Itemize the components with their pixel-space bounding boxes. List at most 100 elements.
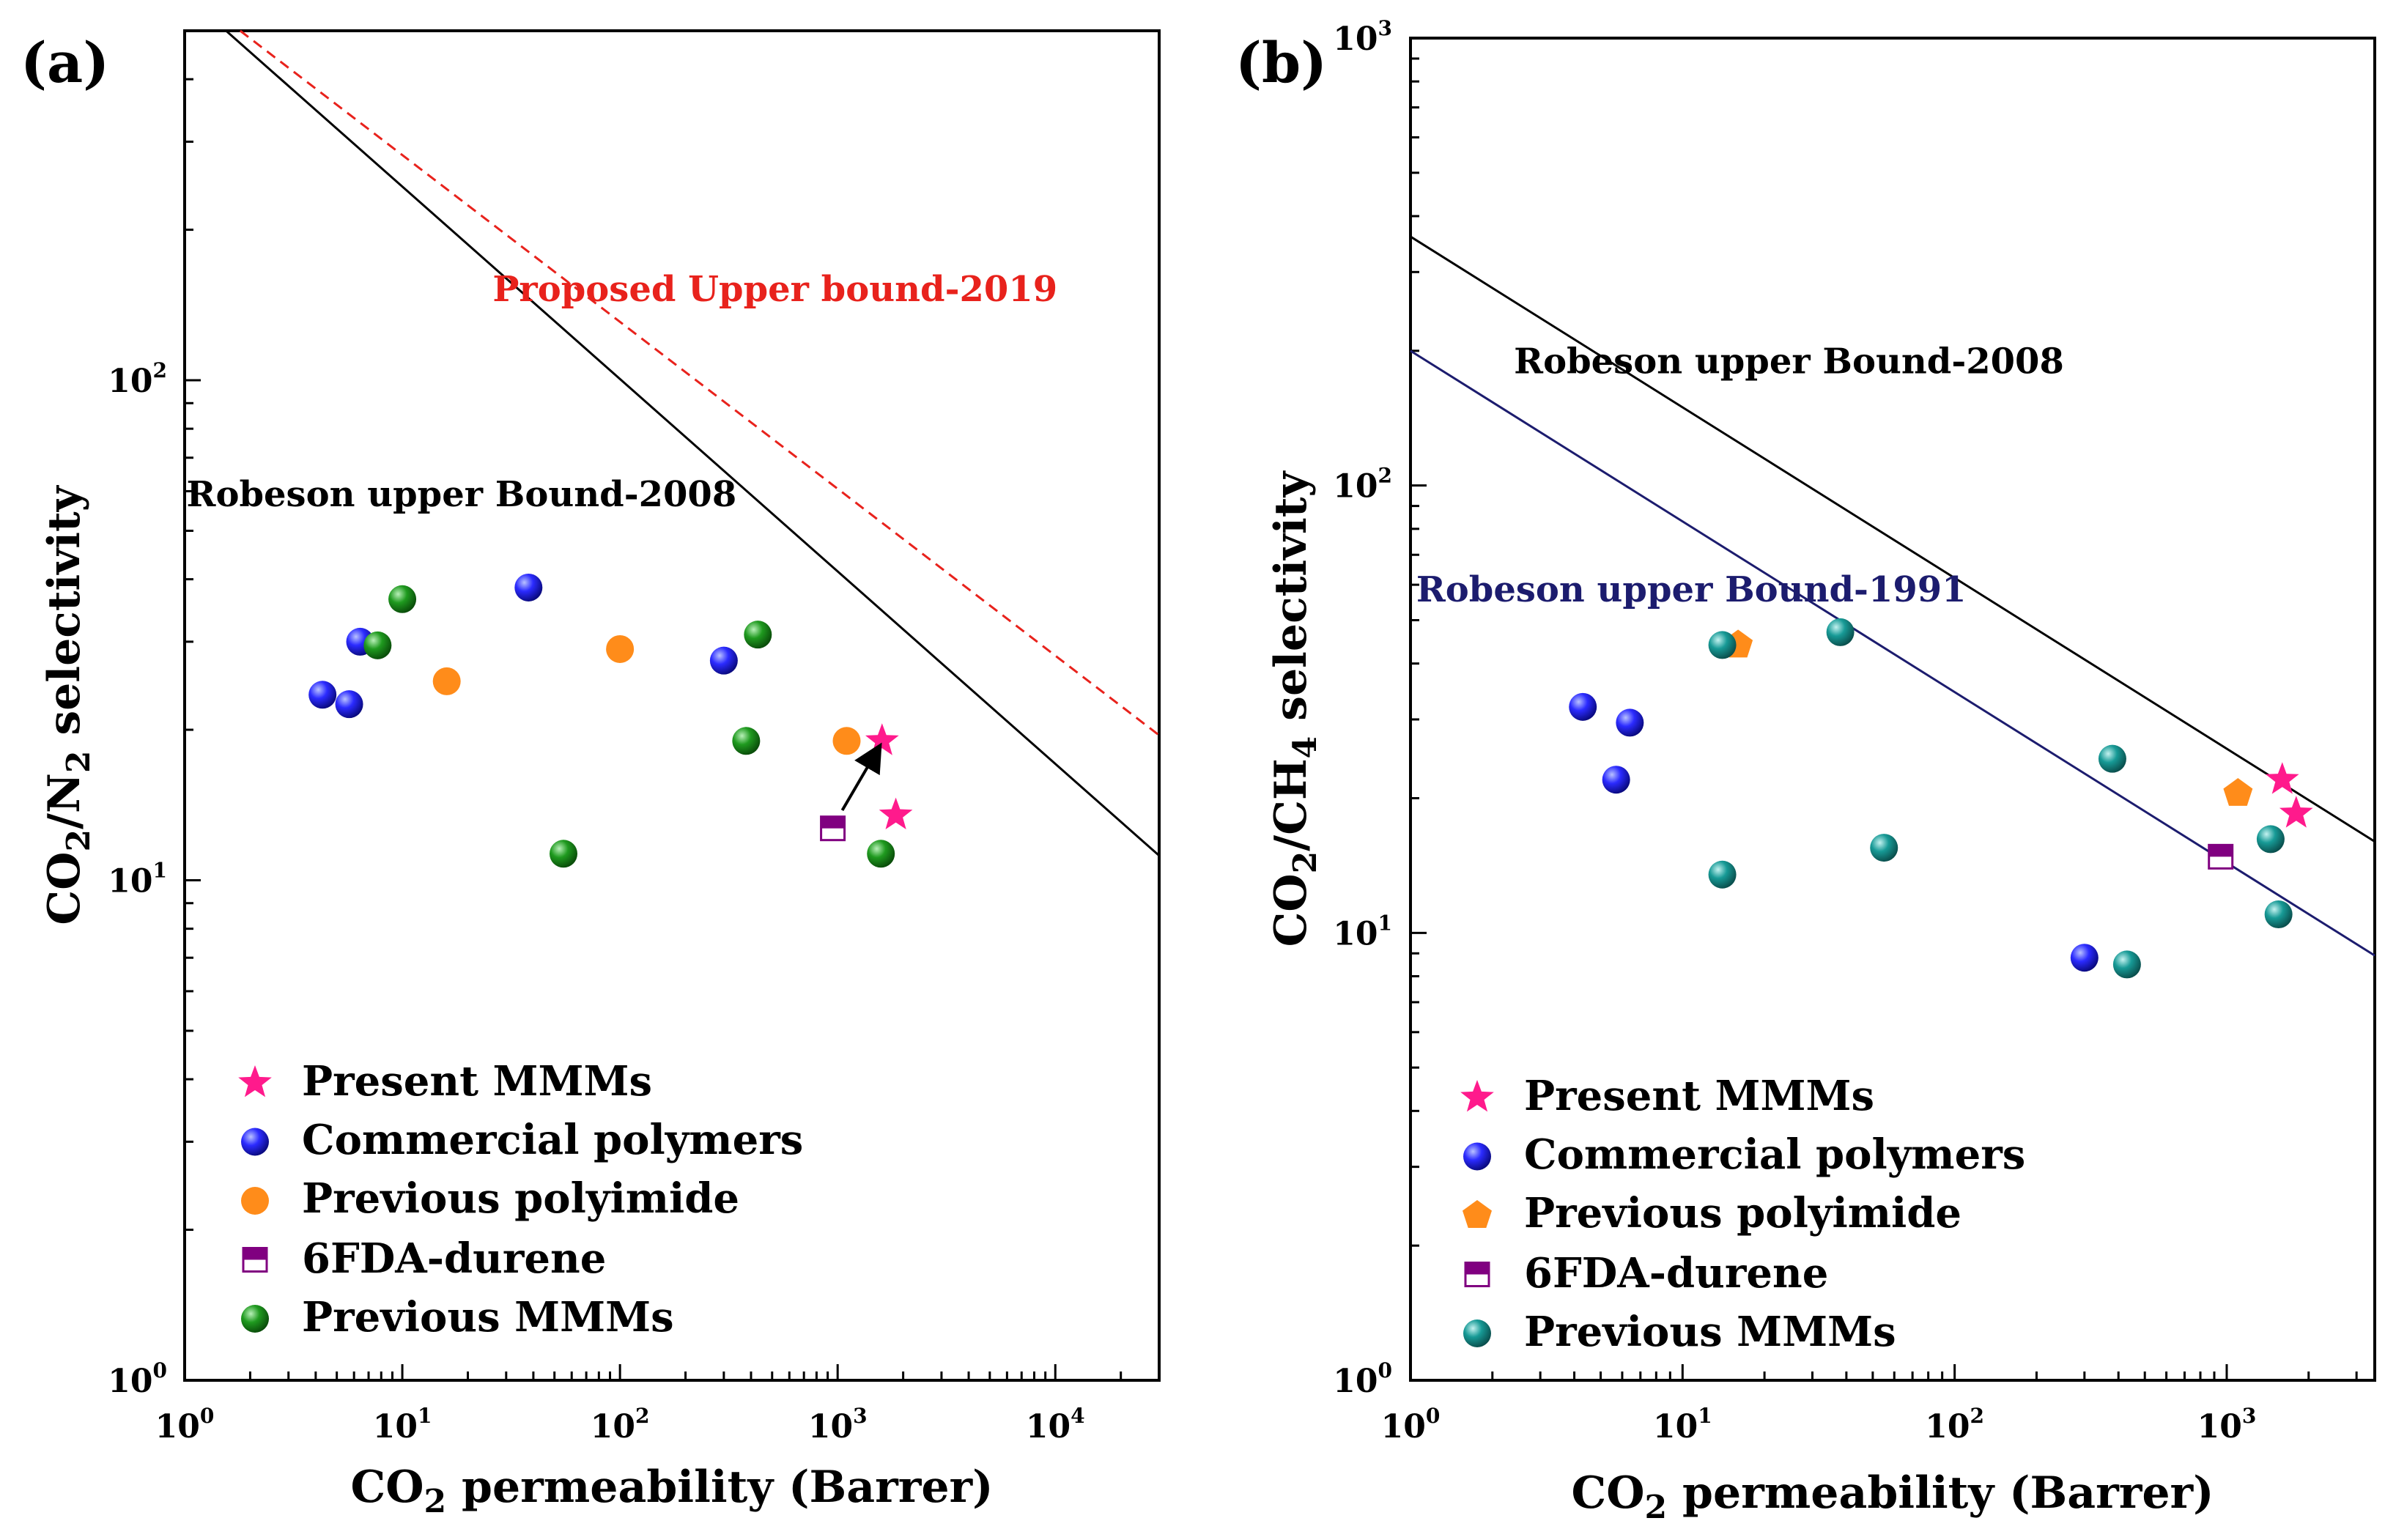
a-legend-marker-previous-polyimide	[241, 1187, 269, 1215]
panel-label-a: (a)	[21, 30, 109, 95]
a-line-label-proposed-2019: Proposed Upper bound-2019	[492, 269, 1057, 310]
b-point-previous-mmms-5	[2112, 950, 2141, 979]
b-point-previous-mmms-2	[1826, 618, 1855, 646]
a-legend-label-commercial-polymers: Commercial polymers	[302, 1116, 803, 1164]
b-y-tick-label-0: 100	[1333, 1358, 1392, 1400]
b-legend-marker-previous-polyimide	[1463, 1200, 1492, 1228]
plot-frame-b	[1409, 37, 2376, 1382]
b-point-commercial-polymers-3	[2070, 944, 2099, 972]
b-line-label-robeson-2008: Robeson upper Bound-2008	[1514, 341, 2064, 382]
a-y-tick-label-0: 100	[108, 1358, 167, 1400]
b-x-tick-label-0: 100	[1381, 1404, 1441, 1445]
b-legend-marker-present-mmms	[1460, 1080, 1494, 1112]
a-arrow	[840, 742, 882, 812]
b-legend-label-commercial-polymers: Commercial polymers	[1524, 1130, 2025, 1179]
b-y-tick-label-2: 102	[1333, 464, 1392, 506]
a-line-label-robeson-2008: Robeson upper Bound-2008	[187, 474, 737, 515]
a-legend-label-previous-mmms: Previous MMMs	[302, 1293, 674, 1341]
plot-frame-a	[183, 29, 1161, 1382]
b-legend-marker-commercial-polymers	[1463, 1142, 1491, 1171]
a-point-6fda-durene-0	[820, 815, 846, 842]
b-legend-markers	[1460, 1080, 1494, 1347]
b-legend-marker-previous-mmms	[1463, 1319, 1491, 1347]
a-y-tick-labels: 100 101 102	[108, 358, 167, 1400]
a-x-tick-label-3: 103	[808, 1404, 868, 1445]
a-point-previous-mmms-4	[744, 621, 772, 649]
a-legend-label-previous-polyimide: Previous polyimide	[302, 1174, 739, 1223]
a-legend-marker-6fda-durene	[242, 1247, 268, 1273]
a-x-tick-label-0: 100	[155, 1404, 215, 1445]
b-legend-label-present-mmms: Present MMMs	[1524, 1072, 1874, 1120]
a-x-tick-label-2: 102	[591, 1404, 650, 1445]
a-bound-line-1	[239, 29, 1160, 736]
b-point-present-mmms-0	[2265, 762, 2299, 794]
b-point-previous-mmms-4	[2098, 744, 2126, 773]
a-point-previous-mmms-5	[867, 840, 895, 868]
a-point-previous-mmms-1	[363, 631, 392, 659]
b-point-commercial-polymers-1	[1616, 708, 1644, 737]
b-ticks	[1409, 37, 2358, 1382]
a-y-axis-label: CO2/N2 selectivity	[39, 484, 97, 925]
a-legend-label-present-mmms: Present MMMs	[302, 1057, 652, 1106]
a-point-present-mmms-1	[879, 797, 913, 829]
b-y-axis-label: CO2/CH4 selectivity	[1265, 470, 1324, 947]
a-legend-marker-previous-mmms	[241, 1305, 269, 1333]
a-point-previous-mmms-0	[388, 585, 417, 613]
b-point-commercial-polymers-2	[1602, 766, 1630, 794]
b-x-axis-label: CO2 permeability (Barrer)	[1572, 1467, 2214, 1526]
b-point-present-mmms-1	[2279, 796, 2313, 828]
a-x-axis-label: CO2 permeability (Barrer)	[351, 1462, 994, 1520]
a-points	[308, 573, 913, 868]
a-point-commercial-polymers-1	[335, 690, 363, 719]
b-legend: Present MMMs Commercial polymers Previou…	[1460, 1072, 2025, 1356]
b-point-previous-mmms-3	[1870, 834, 1898, 862]
a-point-present-mmms-0	[865, 723, 899, 755]
b-legend-label-previous-mmms: Previous MMMs	[1524, 1308, 1896, 1356]
b-legend-label-6fda-durene: 6FDA-durene	[1524, 1249, 1828, 1297]
a-legend-markers	[238, 1065, 272, 1333]
b-point-6fda-durene-0	[2208, 843, 2234, 870]
a-y-tick-label-2: 102	[108, 358, 167, 400]
a-lines	[225, 29, 1160, 857]
a-point-commercial-polymers-0	[308, 681, 337, 709]
b-y-tick-label-1: 101	[1333, 911, 1392, 952]
a-legend-marker-present-mmms	[238, 1065, 272, 1097]
a-point-previous-polyimide-1	[606, 634, 635, 663]
panel-b: (b) 100 101 102 103 100 101 102 103 CO2 …	[1235, 16, 2376, 1526]
b-y-tick-labels: 100 101 102 103	[1333, 16, 1392, 1400]
b-x-tick-label-3: 103	[2197, 1404, 2257, 1445]
a-point-previous-mmms-3	[732, 727, 761, 755]
b-point-previous-polyimide-1	[2223, 778, 2253, 806]
a-point-previous-polyimide-2	[832, 727, 861, 755]
a-point-previous-polyimide-0	[432, 667, 461, 695]
b-legend-label-previous-polyimide: Previous polyimide	[1524, 1189, 1961, 1237]
b-y-tick-label-3: 103	[1333, 16, 1392, 58]
b-point-previous-mmms-7	[2264, 900, 2293, 929]
a-legend: Present MMMs Commercial polymers Previou…	[238, 1057, 803, 1341]
b-x-tick-label-2: 102	[1925, 1404, 1984, 1445]
b-x-tick-labels: 100 101 102 103	[1381, 1404, 2257, 1445]
a-legend-label-6fda-durene: 6FDA-durene	[302, 1234, 606, 1283]
b-bound-line-0	[1410, 235, 2375, 843]
a-bound-line-0	[225, 29, 1160, 857]
a-legend-marker-commercial-polymers	[241, 1128, 269, 1156]
panel-a: (a) 100 101 102 103 104 100 101 102 CO2 …	[21, 29, 1161, 1520]
a-x-tick-labels: 100 101 102 103 104	[155, 1404, 1085, 1445]
a-point-commercial-polymers-4	[709, 646, 738, 675]
b-points	[1569, 618, 2313, 979]
b-point-previous-mmms-6	[2256, 825, 2285, 854]
b-line-label-robeson-1991: Robeson upper Bound-1991	[1416, 569, 1967, 610]
panel-label-b: (b)	[1235, 30, 1327, 95]
a-y-tick-label-1: 101	[108, 859, 167, 900]
b-point-commercial-polymers-0	[1569, 692, 1597, 721]
a-x-tick-label-4: 104	[1026, 1404, 1085, 1445]
b-point-previous-mmms-1	[1708, 860, 1737, 889]
b-legend-marker-6fda-durene	[1464, 1262, 1490, 1287]
a-ticks	[183, 29, 1161, 1382]
a-point-commercial-polymers-3	[514, 573, 543, 601]
a-x-tick-label-1: 101	[373, 1404, 432, 1445]
a-point-previous-mmms-2	[550, 840, 578, 868]
b-x-tick-label-1: 101	[1653, 1404, 1712, 1445]
b-point-previous-mmms-0	[1708, 631, 1737, 659]
